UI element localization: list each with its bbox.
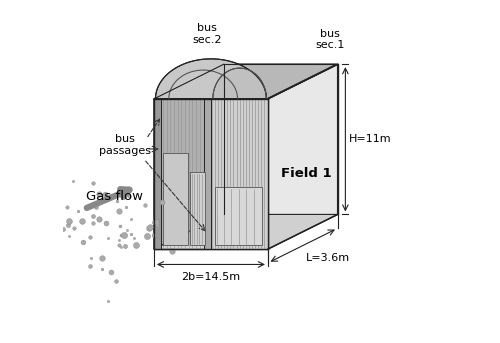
Polygon shape: [154, 64, 338, 99]
Polygon shape: [190, 172, 205, 245]
Text: bus
sec.2: bus sec.2: [192, 23, 222, 45]
Polygon shape: [154, 64, 224, 249]
Polygon shape: [204, 99, 212, 249]
Polygon shape: [156, 64, 336, 99]
Polygon shape: [154, 214, 338, 249]
Polygon shape: [212, 99, 268, 249]
Text: bus
passages: bus passages: [98, 134, 150, 156]
Polygon shape: [215, 188, 262, 245]
Text: bus
sec.1: bus sec.1: [315, 29, 344, 50]
Text: 2b=14.5m: 2b=14.5m: [182, 272, 240, 282]
Polygon shape: [154, 59, 268, 99]
Text: Field 1: Field 1: [282, 167, 332, 180]
Text: L=3.6m: L=3.6m: [306, 253, 350, 263]
Text: Gas flow: Gas flow: [86, 190, 143, 203]
Polygon shape: [268, 64, 338, 249]
Text: H=11m: H=11m: [348, 134, 391, 144]
Polygon shape: [163, 153, 188, 245]
Polygon shape: [154, 99, 161, 249]
Polygon shape: [154, 99, 268, 249]
Polygon shape: [212, 68, 268, 99]
